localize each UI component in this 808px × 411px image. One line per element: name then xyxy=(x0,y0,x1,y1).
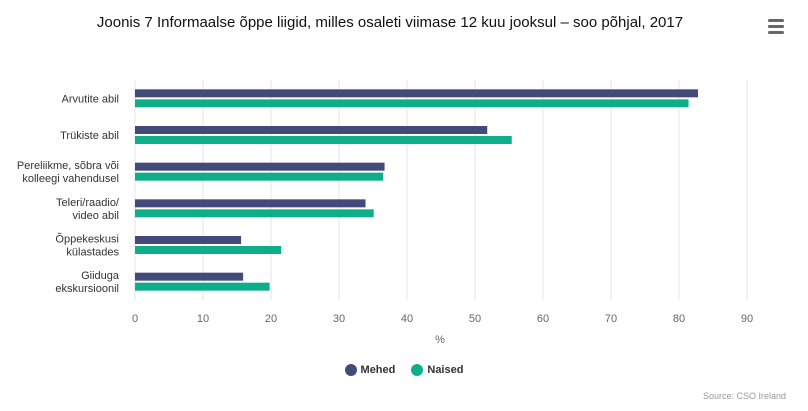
bar-naised[interactable] xyxy=(135,99,689,108)
legend-label-naised: Naised xyxy=(427,364,464,376)
hamburger-menu-icon[interactable] xyxy=(764,16,788,36)
chart-title: Joonis 7 Informaalse õppe liigid, milles… xyxy=(96,14,684,31)
category-label: kolleegi vahendusel xyxy=(22,173,119,185)
x-tick-label: 60 xyxy=(537,313,549,325)
x-axis-title: % xyxy=(435,334,445,346)
x-tick-label: 90 xyxy=(741,313,753,325)
x-tick-label: 40 xyxy=(401,313,413,325)
credits[interactable]: Source: CSO Ireland xyxy=(702,391,786,401)
legend-item-naised[interactable]: Naised xyxy=(411,364,463,376)
legend: Mehed Naised xyxy=(0,364,808,376)
legend-marker-mehed xyxy=(344,364,357,376)
x-tick-label: 30 xyxy=(333,313,345,325)
bar-naised[interactable] xyxy=(135,282,270,291)
legend-marker-naised xyxy=(411,364,424,376)
category-label: ekskursioonil xyxy=(55,283,119,295)
category-label: Giiduga xyxy=(81,270,120,282)
bar-naised[interactable] xyxy=(135,172,384,181)
bar-mehed[interactable] xyxy=(135,89,699,98)
category-label: Pereliikme, sõbra või xyxy=(17,160,119,172)
category-label: Trükiste abil xyxy=(60,130,119,142)
x-tick-label: 10 xyxy=(197,313,209,325)
bar-mehed[interactable] xyxy=(135,126,488,134)
x-tick-label: 20 xyxy=(265,313,277,325)
bar-naised[interactable] xyxy=(135,246,282,254)
bar-naised[interactable] xyxy=(135,136,512,144)
bar-mehed[interactable] xyxy=(135,236,242,244)
x-tick-label: 80 xyxy=(673,313,685,325)
category-label: külastades xyxy=(66,247,119,259)
category-label: Teleri/raadio/ xyxy=(56,197,120,209)
bar-mehed[interactable] xyxy=(135,272,244,281)
x-tick-label: 50 xyxy=(469,313,481,325)
bar-naised[interactable] xyxy=(135,209,374,218)
category-label: Arvutite abil xyxy=(62,93,119,105)
legend-label-mehed: Mehed xyxy=(360,364,396,376)
category-label: Õppekeskusi xyxy=(55,233,119,246)
x-tick-label: 0 xyxy=(132,313,138,325)
bar-mehed[interactable] xyxy=(135,199,366,208)
bar-mehed[interactable] xyxy=(135,162,385,171)
legend-item-mehed[interactable]: Mehed xyxy=(344,364,396,376)
category-label: video abil xyxy=(73,210,119,222)
x-tick-label: 70 xyxy=(605,313,617,325)
